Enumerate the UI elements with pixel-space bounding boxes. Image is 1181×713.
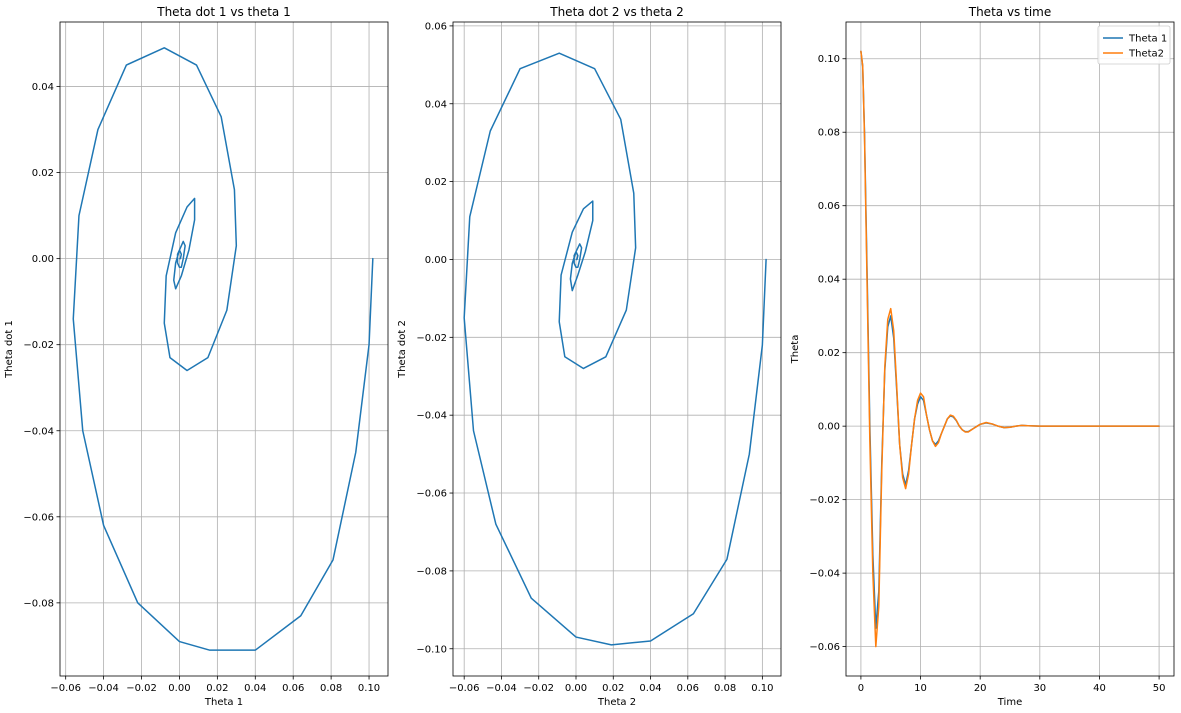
x-tick-label: 0.04 bbox=[639, 683, 661, 694]
y-axis-ticks: −0.08 −0.06 −0.04 −0.02 0.00 0.02 0.04 bbox=[23, 82, 60, 609]
subplot-theta-vs-time: 0 10 20 30 40 50 −0.06 −0.04 −0.02 0.00 0.02 0.04 0… bbox=[790, 5, 1175, 708]
x-tick-label: −0.04 bbox=[88, 683, 119, 694]
y-axis-label: Theta dot 1 bbox=[4, 320, 15, 379]
y-axis-ticks: −0.10 −0.08 −0.06 −0.04 −0.02 0.00 0.02 0.04 0.0… bbox=[416, 21, 453, 655]
grid-lines bbox=[846, 22, 1174, 676]
y-tick-label: −0.10 bbox=[416, 644, 447, 655]
x-tick-label: 0.02 bbox=[602, 683, 624, 694]
y-tick-label: 0.04 bbox=[32, 82, 54, 93]
x-tick-label: 0.10 bbox=[358, 683, 380, 694]
y-tick-label: −0.06 bbox=[809, 642, 840, 653]
y-tick-label: 0.02 bbox=[818, 348, 840, 359]
y-tick-label: 0.06 bbox=[818, 201, 840, 212]
y-axis-label: Theta bbox=[790, 335, 801, 365]
data-series bbox=[860, 50, 1160, 648]
y-tick-label: 0.02 bbox=[32, 168, 54, 179]
chart-title: Theta dot 2 vs theta 2 bbox=[549, 5, 684, 19]
plot-area bbox=[60, 22, 388, 676]
legend: Theta 1 Theta2 bbox=[1097, 25, 1171, 65]
y-tick-label: 0.06 bbox=[425, 21, 447, 32]
x-tick-label: −0.02 bbox=[523, 683, 554, 694]
x-tick-label: 0.08 bbox=[714, 683, 736, 694]
y-tick-label: −0.02 bbox=[23, 340, 54, 351]
y-tick-label: −0.04 bbox=[23, 426, 54, 437]
x-tick-label: 30 bbox=[1033, 683, 1046, 694]
y-tick-label: 0.04 bbox=[818, 275, 840, 286]
x-tick-label: 40 bbox=[1093, 683, 1106, 694]
y-tick-label: −0.06 bbox=[23, 512, 54, 523]
y-tick-label: 0.00 bbox=[32, 254, 54, 265]
subplot-theta2-phase: −0.06 −0.04 −0.02 0.00 0.02 0.04 0.06 0.08 0.10 … bbox=[397, 5, 782, 708]
x-tick-label: 0.06 bbox=[282, 683, 304, 694]
y-tick-label: −0.02 bbox=[416, 333, 447, 344]
y-tick-label: −0.04 bbox=[416, 411, 447, 422]
legend-label-theta2: Theta2 bbox=[1128, 49, 1164, 60]
x-tick-label: 0.06 bbox=[677, 683, 699, 694]
axes-frame bbox=[845, 21, 1175, 677]
y-tick-label: 0.02 bbox=[425, 177, 447, 188]
x-tick-label: −0.04 bbox=[486, 683, 517, 694]
x-tick-label: −0.06 bbox=[449, 683, 480, 694]
x-tick-label: −0.06 bbox=[50, 683, 81, 694]
x-tick-label: 0 bbox=[858, 683, 864, 694]
subplot-theta1-phase: −0.06 −0.04 −0.02 0.00 0.02 0.04 0.06 0.08 0.10 … bbox=[4, 5, 389, 708]
y-tick-label: −0.08 bbox=[23, 598, 54, 609]
y-tick-label: −0.06 bbox=[416, 489, 447, 500]
x-axis-ticks: −0.06 −0.04 −0.02 0.00 0.02 0.04 0.06 0.08 0.10 bbox=[449, 676, 773, 694]
x-tick-label: 0.04 bbox=[244, 683, 266, 694]
data-series bbox=[463, 52, 767, 646]
y-tick-label: 0.08 bbox=[818, 128, 840, 139]
axes-frame bbox=[59, 21, 389, 677]
series-line bbox=[463, 52, 767, 646]
x-tick-label: −0.02 bbox=[126, 683, 157, 694]
y-axis-ticks: −0.06 −0.04 −0.02 0.00 0.02 0.04 0.06 0.08 0.10 bbox=[809, 54, 846, 653]
x-tick-label: 50 bbox=[1153, 683, 1166, 694]
chart-title: Theta dot 1 vs theta 1 bbox=[156, 5, 291, 19]
y-axis-label: Theta dot 2 bbox=[397, 320, 408, 379]
series-line-theta2 bbox=[860, 50, 1160, 648]
x-axis-label: Theta 1 bbox=[204, 697, 243, 708]
series-line bbox=[72, 47, 374, 651]
x-axis-ticks: 0 10 20 30 40 50 bbox=[858, 676, 1166, 694]
x-tick-label: 0.02 bbox=[206, 683, 228, 694]
x-axis-label: Theta 2 bbox=[597, 697, 636, 708]
x-tick-label: 0.10 bbox=[751, 683, 773, 694]
y-tick-label: 0.04 bbox=[425, 99, 447, 110]
x-tick-label: 20 bbox=[974, 683, 987, 694]
plot-area bbox=[453, 22, 781, 676]
grid-lines bbox=[453, 22, 781, 676]
y-tick-label: 0.00 bbox=[818, 422, 840, 433]
data-series bbox=[72, 47, 374, 651]
y-tick-label: −0.04 bbox=[809, 569, 840, 580]
y-tick-label: −0.02 bbox=[809, 495, 840, 506]
x-axis-label: Time bbox=[997, 697, 1022, 708]
y-tick-label: 0.00 bbox=[425, 255, 447, 266]
legend-label-theta-1: Theta 1 bbox=[1128, 34, 1167, 45]
axes-frame bbox=[452, 21, 782, 677]
x-axis-ticks: −0.06 −0.04 −0.02 0.00 0.02 0.04 0.06 0.08 0.10 bbox=[50, 676, 380, 694]
x-tick-label: 0.08 bbox=[320, 683, 342, 694]
x-tick-label: 10 bbox=[914, 683, 927, 694]
y-tick-label: −0.08 bbox=[416, 566, 447, 577]
x-tick-label: 0.00 bbox=[565, 683, 587, 694]
chart-title: Theta vs time bbox=[968, 5, 1051, 19]
legend-frame bbox=[1097, 25, 1171, 65]
grid-lines bbox=[60, 22, 388, 676]
y-tick-label: 0.10 bbox=[818, 54, 840, 65]
x-tick-label: 0.00 bbox=[168, 683, 190, 694]
plot-area bbox=[846, 22, 1174, 676]
